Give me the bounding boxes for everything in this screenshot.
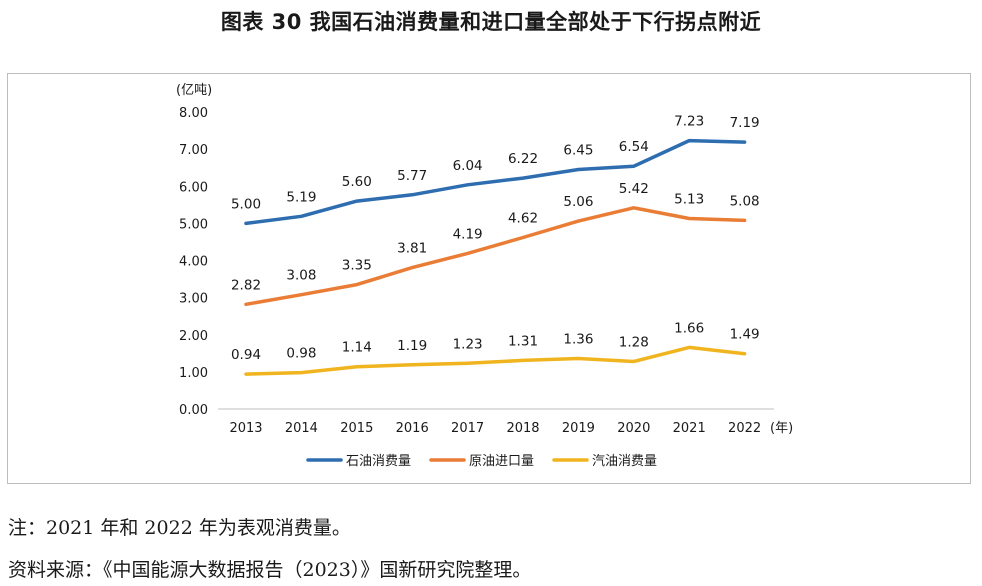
data-label: 1.36 [563, 332, 593, 348]
data-label: 1.49 [730, 327, 760, 343]
series-line-2 [244, 206, 747, 307]
data-label: 5.06 [563, 194, 593, 210]
data-label: 6.22 [508, 151, 538, 167]
chart-note: 注：2021 年和 2022 年为表观消费量。 [8, 517, 351, 539]
x-tick-label: 2016 [396, 421, 429, 436]
x-tick-label: 2017 [451, 421, 484, 436]
x-axis-unit: (年) [770, 421, 793, 436]
x-tick-label: 2021 [673, 421, 706, 436]
x-tick-label: 2014 [285, 421, 318, 436]
data-label: 5.42 [619, 181, 649, 197]
series-line-1 [244, 138, 747, 226]
y-tick-label: 2.00 [179, 329, 208, 344]
data-label: 1.28 [619, 334, 649, 350]
y-tick-label: 3.00 [179, 292, 208, 307]
x-tick-label: 2020 [617, 421, 650, 436]
data-label: 1.14 [342, 340, 372, 356]
series-line-3 [244, 345, 747, 376]
y-tick-label: 1.00 [179, 366, 208, 381]
data-label: 5.13 [674, 192, 704, 208]
chart-container: 0.00 1.00 2.00 3.00 4.00 5.00 6.00 7.00 8.00 (亿吨)… [7, 73, 971, 484]
data-label: 1.23 [453, 336, 483, 352]
data-label: 5.00 [231, 196, 261, 212]
x-tick-label: 2022 [728, 421, 761, 436]
data-label: 5.08 [730, 193, 760, 209]
y-tick-label: 6.00 [179, 180, 208, 195]
data-label: 6.04 [453, 158, 483, 174]
legend-label-3: 汽油消费量 [592, 454, 657, 469]
y-tick-label: 0.00 [179, 403, 208, 418]
legend-label-2: 原油进口量 [469, 454, 534, 469]
data-label: 1.31 [508, 333, 538, 349]
y-tick-label: 4.00 [179, 255, 208, 270]
x-tick-label: 2018 [506, 421, 539, 436]
data-label: 6.45 [563, 143, 593, 159]
data-label: 7.19 [730, 115, 760, 131]
data-label: 0.94 [231, 347, 261, 363]
y-tick-label: 5.00 [179, 217, 208, 232]
data-label: 3.81 [397, 241, 427, 257]
data-label: 5.60 [342, 174, 372, 190]
data-label: 7.23 [674, 114, 704, 130]
data-label: 4.19 [453, 226, 483, 242]
data-label: 1.66 [674, 320, 704, 336]
data-label: 4.62 [508, 210, 538, 226]
legend-label-1: 石油消费量 [346, 454, 411, 469]
x-tick-label: 2013 [229, 421, 262, 436]
figure-title: 图表 30 我国石油消费量和进口量全部处于下行拐点附近 [220, 10, 762, 34]
data-label: 3.08 [286, 268, 316, 284]
data-label: 3.35 [342, 258, 372, 274]
y-tick-label: 7.00 [179, 143, 208, 158]
data-label: 5.77 [397, 168, 427, 184]
y-tick-label: 8.00 [179, 106, 208, 121]
data-label: 1.19 [397, 338, 427, 354]
data-source: 资料来源：《中国能源大数据报告（2023）》国新研究院整理。 [8, 559, 532, 581]
data-label: 5.19 [286, 189, 316, 205]
x-tick-label: 2015 [340, 421, 373, 436]
line-chart: 0.00 1.00 2.00 3.00 4.00 5.00 6.00 7.00 8.00 (亿吨)… [176, 83, 793, 469]
data-label: 0.98 [286, 346, 316, 362]
y-axis-unit: (亿吨) [176, 83, 212, 98]
data-label: 2.82 [231, 277, 261, 293]
x-tick-label: 2019 [562, 421, 595, 436]
data-label: 6.54 [619, 139, 649, 155]
